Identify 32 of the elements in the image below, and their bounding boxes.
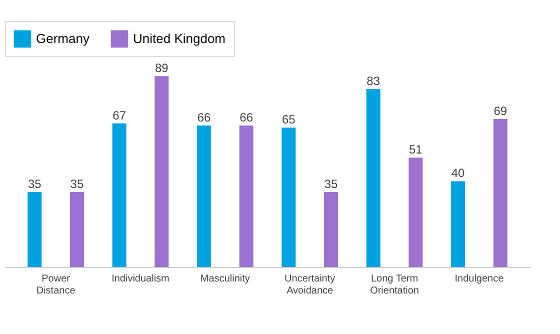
x-tick-label: Long Term Orientation bbox=[370, 274, 419, 296]
bar bbox=[154, 76, 169, 267]
x-tick-label: Masculinity bbox=[200, 274, 250, 284]
data-label: 83 bbox=[366, 74, 380, 88]
bar bbox=[324, 192, 338, 267]
bar bbox=[70, 192, 84, 267]
x-tick-label: Power Distance bbox=[36, 274, 76, 296]
bar bbox=[196, 125, 211, 267]
bar bbox=[493, 119, 508, 267]
data-label: 69 bbox=[494, 104, 508, 118]
data-label: 67 bbox=[112, 108, 126, 122]
bar bbox=[408, 158, 423, 267]
data-label: 40 bbox=[451, 166, 466, 180]
data-label: 89 bbox=[154, 61, 169, 76]
bar bbox=[28, 192, 42, 267]
bar bbox=[451, 181, 466, 267]
data-label: 35 bbox=[324, 176, 338, 191]
data-label: 66 bbox=[197, 110, 211, 124]
legend-label: United Kingdom bbox=[133, 30, 226, 46]
data-label: 35 bbox=[70, 176, 84, 191]
bar bbox=[366, 89, 380, 267]
x-tick-label: Uncertainty Avoidance bbox=[284, 274, 336, 296]
bar bbox=[239, 125, 254, 267]
x-tick-label: Indulgence bbox=[454, 274, 504, 284]
legend-label: Germany bbox=[36, 30, 90, 46]
bar bbox=[112, 123, 126, 267]
data-label: 35 bbox=[28, 176, 42, 191]
bar bbox=[282, 128, 296, 267]
data-label: 66 bbox=[240, 110, 254, 124]
data-label: 65 bbox=[282, 112, 296, 127]
x-tick-label: Individualism bbox=[112, 274, 170, 284]
data-label: 51 bbox=[409, 142, 423, 157]
